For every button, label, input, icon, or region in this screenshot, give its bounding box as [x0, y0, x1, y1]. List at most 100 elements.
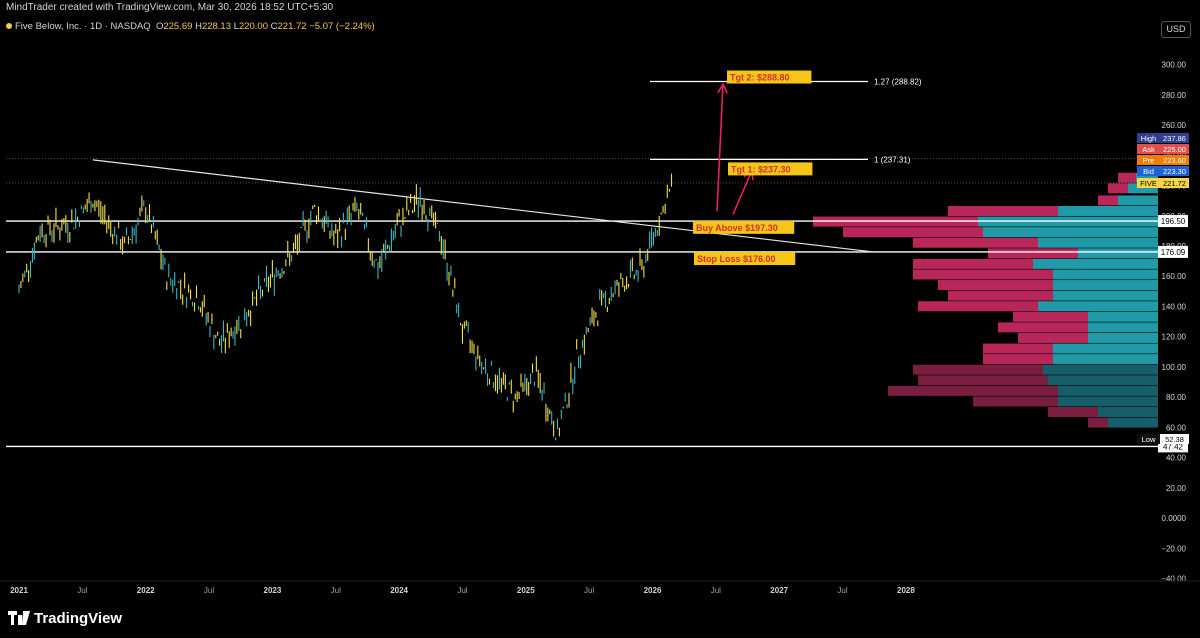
symbol-dot-icon — [6, 22, 12, 29]
footer — [0, 597, 1200, 638]
buy-above-label-bg — [693, 220, 795, 234]
fib-level-label: 1.27 (288.82) — [874, 78, 922, 87]
y-tick-label: 120.00 — [1162, 333, 1187, 342]
open-value: 225.69 — [163, 21, 193, 32]
volume-profile-down-bar — [918, 301, 1038, 312]
x-tick-label: 2025 — [517, 586, 535, 595]
buy-above-label: Buy Above $197.30 — [696, 223, 778, 233]
target-1-label: Tgt 1: $237.30 — [731, 164, 791, 174]
volume-profile-down-bar — [1088, 417, 1108, 428]
price-tag-name: FIVE — [1140, 179, 1157, 188]
x-tick-label: 2022 — [137, 586, 155, 595]
level-price-text: 47.42 — [1163, 442, 1184, 451]
x-tick-label: 2021 — [10, 586, 28, 595]
price-tag-value-bg — [1160, 133, 1189, 143]
currency-button[interactable]: USD — [1161, 21, 1191, 38]
y-tick-label: 60.00 — [1166, 423, 1187, 432]
volume-profile-down-bar — [913, 258, 1033, 269]
level-price-tag — [1158, 215, 1188, 228]
x-tick-label: Jul — [837, 586, 847, 595]
stop-loss-label-bg — [694, 252, 796, 266]
low-label: L — [233, 21, 239, 32]
price-tag-value: 223.60 — [1163, 156, 1186, 165]
level-price-text: 176.09 — [1161, 248, 1186, 257]
price-tag-value-bg — [1160, 166, 1189, 176]
volume-profile-up-bar — [1088, 332, 1158, 343]
symbol-name: Five Below, Inc. · 1D · NASDAQ — [15, 21, 151, 32]
y-tick-label: −40.00 — [1161, 575, 1186, 584]
target-2-label-bg — [727, 70, 812, 84]
price-tag-value: 237.86 — [1163, 134, 1186, 143]
volume-profile-down-bar — [1118, 172, 1136, 183]
price-chart[interactable]: 300.00280.00260.00240.00220.00200.00180.… — [0, 0, 1200, 597]
descending-trendline — [92, 159, 875, 253]
open-label: O — [155, 21, 164, 32]
y-tick-label: −20.00 — [1161, 544, 1186, 553]
price-tag-value-bg — [1160, 434, 1189, 444]
volume-profile-up-bar — [1053, 280, 1158, 291]
volume-profile-up-bar — [1078, 248, 1158, 259]
volume-profile-up-bar — [1053, 269, 1158, 280]
volume-profile-up-bar — [1108, 417, 1158, 428]
y-tick-label: 160.00 — [1162, 272, 1187, 281]
target-1-arrow — [732, 170, 753, 215]
tradingview-logo[interactable]: TradingView — [8, 610, 122, 627]
volume-profile-up-bar — [1088, 311, 1158, 322]
volume-profile-down-bar — [948, 205, 1058, 216]
price-tag-value-bg — [1160, 155, 1189, 165]
x-tick-label: 2027 — [770, 586, 788, 595]
volume-profile-up-bar — [1058, 205, 1158, 216]
close-label: C — [270, 21, 278, 32]
price-tag-value: 52.38 — [1165, 435, 1184, 444]
symbol-legend: Five Below, Inc. · 1D · NASDAQ O225.69 H… — [6, 20, 375, 34]
price-tag-value: 223.30 — [1163, 167, 1186, 176]
x-tick-label: 2026 — [644, 586, 662, 595]
volume-profile-up-bar — [1048, 375, 1158, 386]
price-tag-name: High — [1141, 134, 1156, 143]
volume-profile-down-bar — [998, 322, 1088, 333]
y-tick-label: 280.00 — [1162, 91, 1187, 100]
volume-profile-down-bar — [1108, 183, 1128, 194]
volume-profile-down-bar — [888, 385, 1058, 396]
x-tick-label: 2024 — [390, 586, 408, 595]
volume-profile-down-bar — [973, 396, 1058, 407]
x-tick-label: 2023 — [264, 586, 282, 595]
volume-profile-up-bar — [1136, 172, 1158, 183]
price-tag-value-bg — [1160, 178, 1189, 188]
price-tag-name-bg — [1137, 434, 1160, 444]
volume-profile-up-bar — [1053, 354, 1158, 365]
volume-profile-up-bar — [1058, 385, 1158, 396]
volume-profile-down-bar — [1018, 332, 1088, 343]
price-tag-name: Pre — [1143, 156, 1155, 165]
volume-profile-up-bar — [1128, 183, 1158, 194]
target-2-label: Tgt 2: $288.80 — [730, 73, 790, 83]
volume-profile-down-bar — [938, 280, 1053, 291]
high-value: 228.13 — [201, 21, 231, 32]
price-tag-name-bg — [1137, 144, 1160, 154]
volume-profile-down-bar — [983, 343, 1053, 354]
volume-profile-down-bar — [983, 354, 1053, 365]
volume-profile-up-bar — [983, 227, 1158, 238]
level-price-text: 196.50 — [1161, 217, 1186, 226]
volume-profile-up-bar — [1053, 343, 1158, 354]
volume-profile-down-bar — [1048, 407, 1098, 418]
price-tag-name-bg — [1137, 166, 1160, 176]
x-tick-label: Jul — [331, 586, 341, 595]
y-tick-label: 260.00 — [1162, 121, 1187, 130]
y-tick-label: 300.00 — [1162, 61, 1187, 70]
volume-profile-down-bar — [913, 364, 1043, 375]
x-tick-label: 2028 — [897, 586, 915, 595]
brand-name: TradingView — [34, 610, 123, 627]
chart-credit: MindTrader created with TradingView.com,… — [6, 2, 334, 13]
x-tick-label: Jul — [77, 586, 87, 595]
volume-profile-up-bar — [1043, 364, 1158, 375]
price-tag-name-bg — [1137, 178, 1160, 188]
y-tick-label: 100.00 — [1162, 363, 1187, 372]
volume-profile-down-bar — [1013, 311, 1088, 322]
target-2-arrow-head — [717, 82, 729, 94]
stop-loss-label: Stop Loss $176.00 — [697, 254, 776, 264]
volume-profile-up-bar — [1038, 237, 1158, 248]
volume-profile-down-bar — [913, 237, 1038, 248]
y-tick-label: 40.00 — [1166, 454, 1187, 463]
fib-level-label: 1 (237.31) — [874, 155, 911, 164]
